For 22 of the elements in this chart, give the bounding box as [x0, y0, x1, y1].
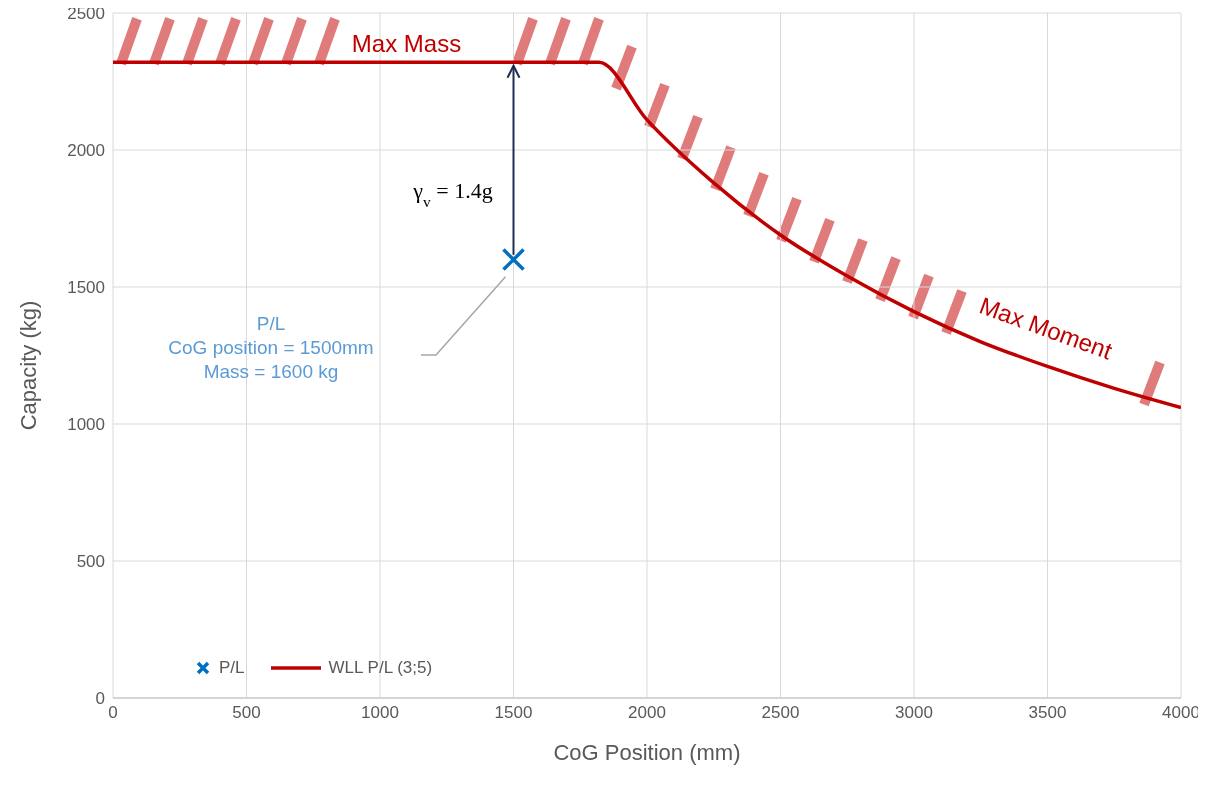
x-tick-label: 1500: [494, 703, 533, 723]
x-tick-label: 3500: [1028, 703, 1067, 723]
x-tick-label: 1000: [361, 703, 399, 723]
y-axis-title: Capacity (kg): [16, 300, 41, 431]
annotation: Max Mass: [351, 29, 462, 57]
x-tick-label: 500: [232, 703, 261, 723]
y-tick-label: 2500: [67, 4, 105, 24]
x-axis-title: CoG Position (mm): [553, 740, 741, 765]
x-tick-label: 2000: [628, 703, 666, 723]
x-tick-label: 0: [108, 703, 118, 723]
annotation: P/L CoG position = 1500mm Mass = 1600 kg: [168, 313, 374, 382]
x-tick-label: 2500: [761, 703, 800, 723]
y-tick-label: 500: [76, 552, 105, 572]
x-tick-label: 3000: [895, 703, 933, 723]
line-series: [113, 60, 1181, 410]
legend-label: WLL P/L (3;5): [328, 658, 433, 678]
y-tick-label: 2000: [67, 141, 105, 161]
y-tick-label: 0: [95, 689, 105, 709]
y-tick-label: 1000: [67, 415, 105, 435]
y-tick-label: 1500: [67, 278, 105, 298]
annotation: γ$_{v}$ = 1.4g: [412, 178, 493, 210]
legend-label: P/L: [219, 658, 245, 678]
